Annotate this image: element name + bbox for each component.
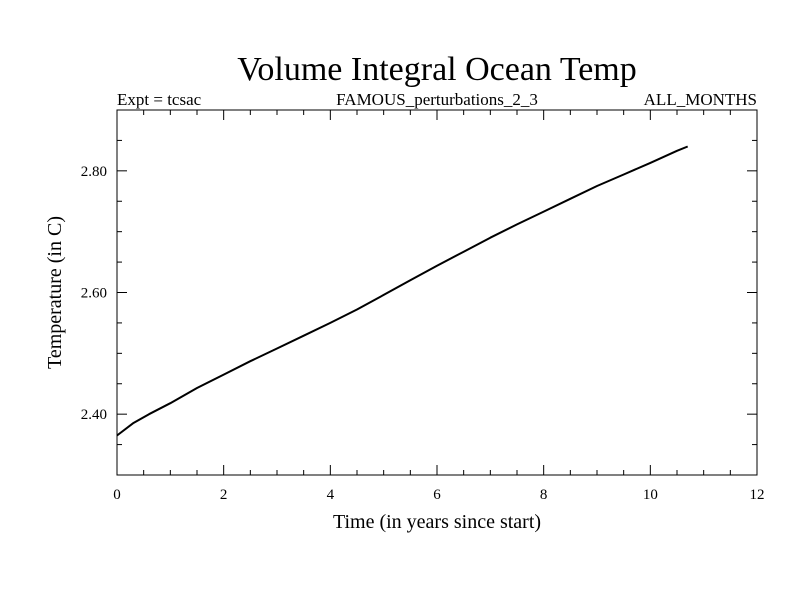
x-tick-label: 6 xyxy=(433,487,441,503)
x-tick-label: 2 xyxy=(220,487,228,503)
ticks-layer: 0 2 4 6 8 10 12 2.40 2.60 2.80 xyxy=(81,109,765,503)
x-tick-label: 4 xyxy=(327,487,335,503)
x-tick-label: 12 xyxy=(750,487,765,503)
y-tick-label: 2.60 xyxy=(81,286,107,302)
y-tick-label: 2.80 xyxy=(81,164,107,180)
x-tick-label: 0 xyxy=(113,487,121,503)
plot-frame xyxy=(116,109,758,476)
x-tick-label: 8 xyxy=(540,487,548,503)
chart-title: Volume Integral Ocean Temp xyxy=(237,51,637,88)
dataset-label: FAMOUS_perturbations_2_3 xyxy=(336,90,538,109)
temperature-series-line xyxy=(116,145,689,437)
months-label: ALL_MONTHS xyxy=(644,90,757,109)
y-axis-label: Temperature (in C) xyxy=(44,216,66,369)
experiment-label: Expt = tcsac xyxy=(117,90,202,109)
x-tick-label: 10 xyxy=(643,487,658,503)
x-axis-label: Time (in years since start) xyxy=(333,511,541,533)
y-tick-label: 2.40 xyxy=(81,407,107,423)
